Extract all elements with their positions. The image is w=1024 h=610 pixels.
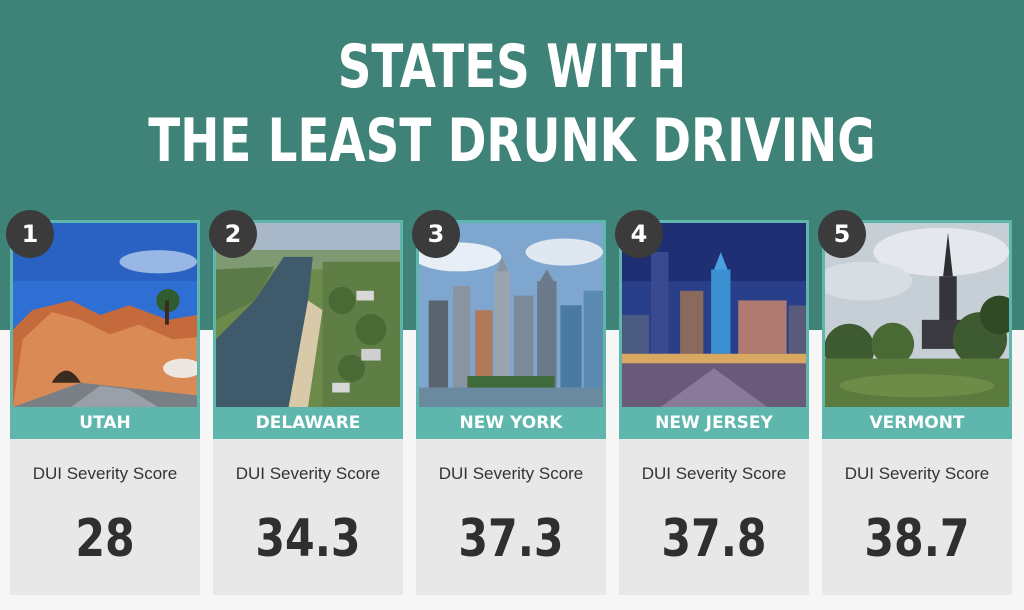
state-card-new-york: 3 NEW YORK DUI Severity Sc xyxy=(412,210,606,595)
title-line-2: THE LEAST DRUNK DRIVING xyxy=(148,106,876,176)
state-name: VERMONT xyxy=(822,407,1012,439)
state-name: NEW JERSEY xyxy=(619,407,809,439)
page-title: STATES WITH THE LEAST DRUNK DRIVING xyxy=(113,30,912,178)
rank-badge: 1 xyxy=(6,210,54,258)
score-panel: DUI Severity Score 28 xyxy=(10,439,200,595)
score-label: DUI Severity Score xyxy=(235,464,381,483)
score-label: DUI Severity Score xyxy=(641,464,787,483)
state-cards: 1 UTAH DUI Severity Score 28 2 xyxy=(0,210,1024,610)
rank-badge: 2 xyxy=(209,210,257,258)
score-panel: DUI Severity Score 34.3 xyxy=(213,439,403,595)
score-panel: DUI Severity Score 37.3 xyxy=(416,439,606,595)
state-name: DELAWARE xyxy=(213,407,403,439)
rank-badge: 4 xyxy=(615,210,663,258)
rank-badge: 5 xyxy=(818,210,866,258)
church-steeple-photo xyxy=(822,220,1012,410)
score-panel: DUI Severity Score 37.8 xyxy=(619,439,809,595)
score-label: DUI Severity Score xyxy=(844,464,990,483)
score-value: 28 xyxy=(75,509,135,569)
score-value: 38.7 xyxy=(864,509,970,569)
red-rock-arch-photo xyxy=(10,220,200,410)
score-value: 37.3 xyxy=(458,509,564,569)
title-line-1: STATES WITH xyxy=(337,32,687,102)
state-name: NEW YORK xyxy=(416,407,606,439)
score-panel: DUI Severity Score 38.7 xyxy=(822,439,1012,595)
state-card-new-jersey: 4 NEW JERSEY DUI Severity Score 37.8 xyxy=(615,210,809,595)
state-name: UTAH xyxy=(10,407,200,439)
city-skyline-photo xyxy=(416,220,606,410)
rank-badge: 3 xyxy=(412,210,460,258)
score-value: 34.3 xyxy=(255,509,361,569)
state-card-utah: 1 UTAH DUI Severity Score 28 xyxy=(6,210,200,595)
state-card-delaware: 2 DELAWARE DUI Severity Score 34.3 xyxy=(209,210,403,595)
score-value: 37.8 xyxy=(661,509,767,569)
score-label: DUI Severity Score xyxy=(32,464,178,483)
score-label: DUI Severity Score xyxy=(438,464,584,483)
state-card-vermont: 5 VERMONT DUI Severity Score 38.7 xyxy=(818,210,1012,595)
